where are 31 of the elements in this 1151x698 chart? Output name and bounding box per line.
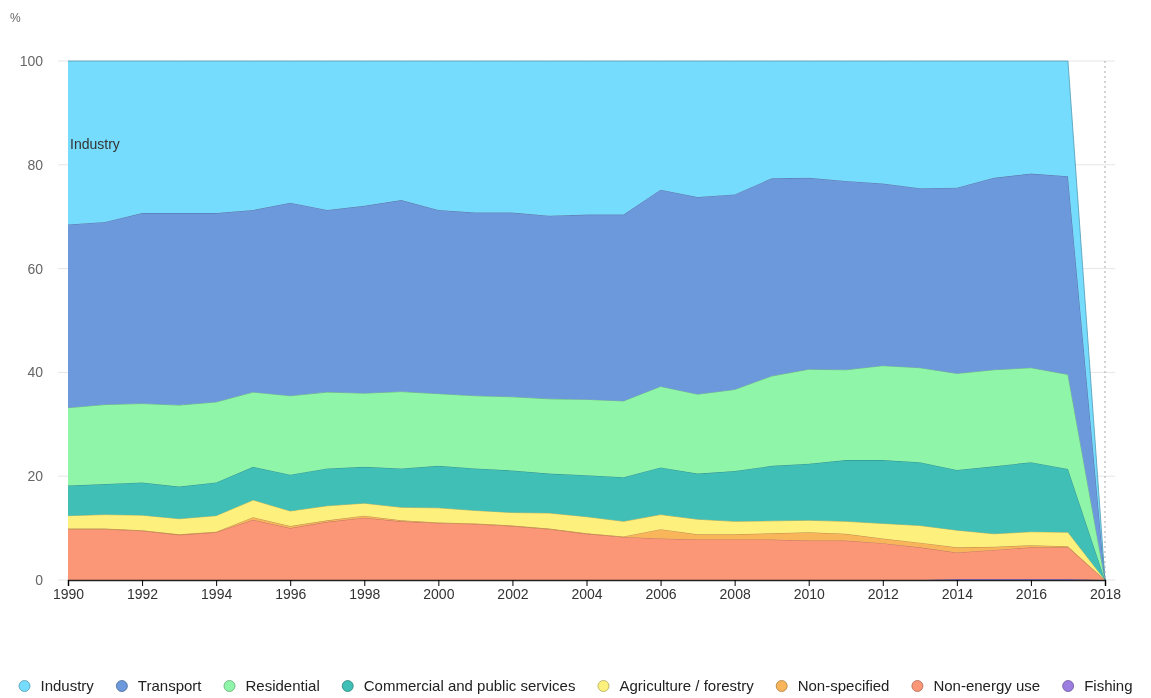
x-tick-label: 1994 — [201, 585, 233, 602]
x-tick-label: 2016 — [1015, 585, 1048, 602]
x-tick-label: 2008 — [719, 585, 751, 602]
legend-label: Non-specified — [797, 677, 890, 694]
x-tick-label: 1992 — [126, 585, 159, 602]
x-tick-label: 2010 — [793, 585, 825, 602]
x-tick-label: 2000 — [423, 585, 455, 602]
annotation: Industry — [70, 136, 120, 153]
legend-label: Commercial and public services — [363, 677, 576, 694]
y-tick-label: 20 — [27, 468, 44, 485]
legend-label: Fishing — [1084, 677, 1133, 694]
x-tick-label: 1996 — [275, 585, 307, 602]
x-tick-label: 1998 — [349, 585, 381, 602]
legend-label: Transport — [137, 677, 203, 694]
legend-label: Industry — [40, 677, 95, 694]
x-tick-label: 2018 — [1089, 585, 1122, 602]
y-tick-label: 60 — [27, 260, 44, 277]
y-tick-label: 40 — [27, 364, 44, 381]
x-tick-label: 2002 — [497, 585, 529, 602]
legend-label: Non-energy use — [933, 677, 1041, 694]
x-tick-label: 1990 — [52, 585, 85, 602]
y-axis-title: % — [10, 11, 21, 25]
x-tick-label: 2012 — [867, 585, 900, 602]
y-tick-label: 100 — [19, 52, 44, 69]
y-tick-label: 80 — [27, 156, 44, 173]
legend-label: Agriculture / forestry — [619, 677, 755, 694]
x-tick-label: 2006 — [645, 585, 677, 602]
x-tick-label: 2004 — [571, 585, 603, 602]
x-tick-label: 2014 — [941, 585, 974, 602]
legend-label: Residential — [245, 677, 320, 694]
y-tick-label: 0 — [35, 571, 44, 588]
